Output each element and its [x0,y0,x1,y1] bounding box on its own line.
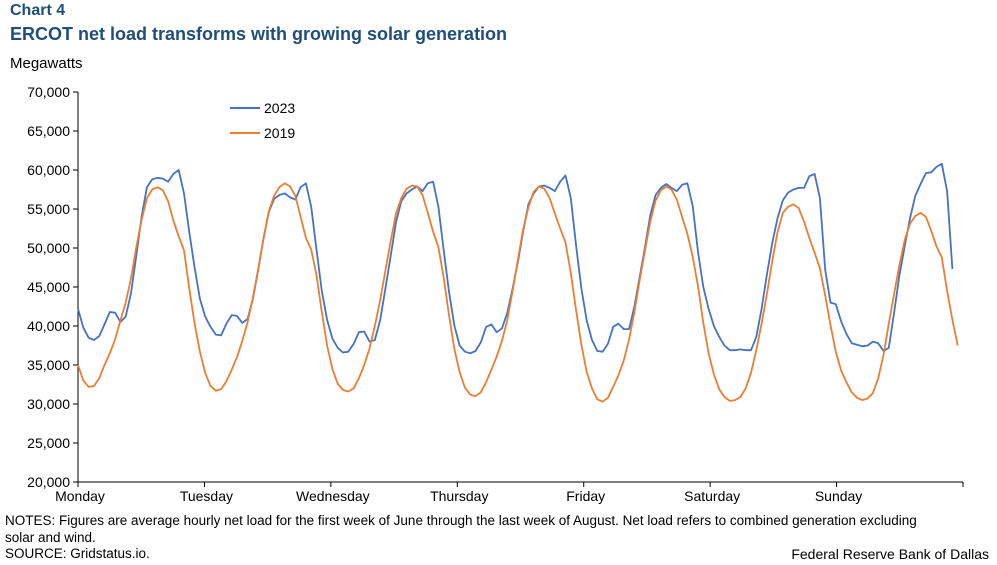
chart-title: ERCOT net load transforms with growing s… [10,24,508,44]
y-tick-label: 30,000 [27,396,70,412]
legend-label-2019: 2019 [264,125,295,141]
x-tick-label: Saturday [684,488,740,504]
axes: 20,000 25,000 30,000 35,000 40,000 45,000 50,0… [27,84,964,504]
y-tick-label: 60,000 [27,162,70,178]
series-lines [77,162,959,403]
x-tick-label: Wednesday [296,488,370,504]
y-tick-label: 20,000 [27,474,70,490]
legend-label-2023: 2023 [264,100,295,116]
y-tick-label: 35,000 [27,357,70,373]
y-tick-label: 70,000 [27,84,70,100]
x-tick-label: Sunday [815,488,862,504]
y-tick-label: 65,000 [27,123,70,139]
series-line-2023 [77,162,954,355]
chart-label: Chart 4 [10,2,66,19]
y-tick-label: 25,000 [27,435,70,451]
legend: 2023 2019 [230,100,295,141]
y-axis-units: Megawatts [10,55,83,72]
x-tick-label: Thursday [430,488,488,504]
credit: Federal Reserve Bank of Dallas [791,546,989,562]
y-tick-label: 55,000 [27,201,70,217]
series-line-2019 [77,182,959,403]
x-tick-label: Monday [55,488,105,504]
line-chart: 20,000 25,000 30,000 35,000 40,000 45,000 50,0… [27,84,964,504]
y-tick-label: 50,000 [27,240,70,256]
x-tick-label: Tuesday [180,488,233,504]
y-tick-label: 40,000 [27,318,70,334]
x-tick-label: Friday [566,488,605,504]
y-tick-label: 45,000 [27,279,70,295]
notes: NOTES: Figures are average hourly net lo… [5,513,917,545]
source: SOURCE: Gridstatus.io. [5,546,150,561]
